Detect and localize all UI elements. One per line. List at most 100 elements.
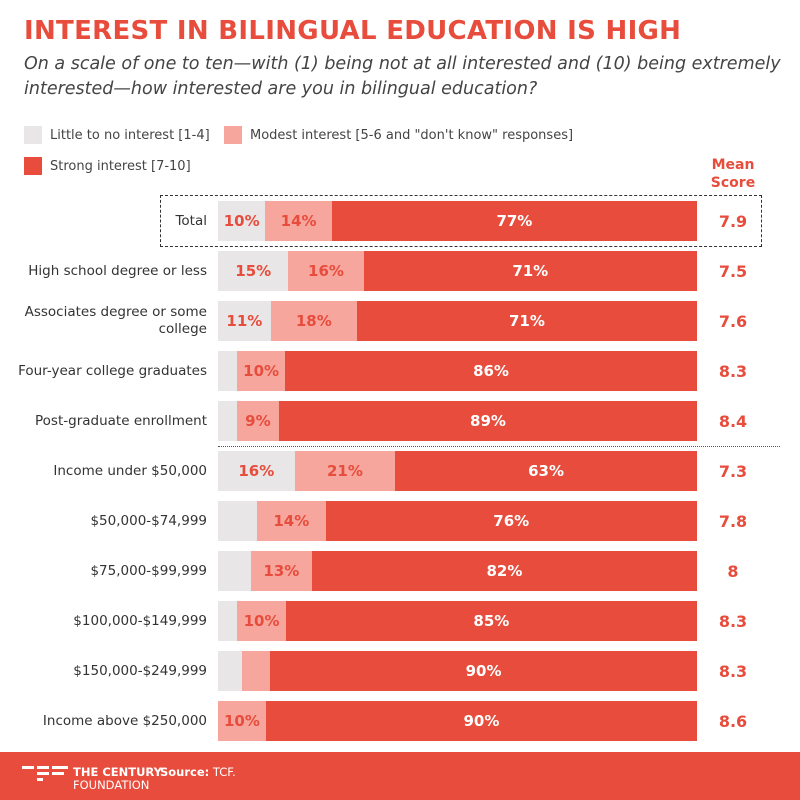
stacked-bar: 13% 82%: [218, 551, 697, 591]
stacked-bar: 15% 16% 71%: [218, 251, 697, 291]
data-label: 9%: [245, 412, 271, 430]
bar-segment: 76%: [325, 501, 697, 541]
data-label: 63%: [528, 462, 565, 480]
chart-subtitle: On a scale of one to ten—with (1) being …: [24, 54, 781, 99]
category-label: High school degree or less: [28, 262, 207, 279]
bar-row: $50,000-$74,999 14% 76% 7.8: [0, 501, 800, 541]
stacked-bar: 16% 21% 63%: [218, 451, 697, 491]
category-label: Post-graduate enrollment: [35, 412, 207, 429]
bar-segment: 16%: [288, 251, 364, 291]
bar-row: Income above $250,000 10% 90% 8.6: [0, 701, 800, 741]
bar-segment: 85%: [285, 601, 697, 641]
mean-score: 8.3: [718, 661, 748, 681]
bar-segment: 90%: [270, 651, 697, 691]
bar-segment: 90%: [265, 701, 697, 741]
category-label: Income above $250,000: [42, 712, 207, 729]
legend-swatch: [224, 126, 242, 144]
bar-segment: 10%: [237, 601, 286, 641]
bar-row: High school degree or less 15% 16% 71% 7.5: [0, 251, 800, 291]
legend-modest: Modest interest [5-6 and "don't know" re…: [224, 126, 573, 144]
section-divider: [218, 446, 780, 447]
bar-row: Total 10% 14% 77% 7.9: [0, 201, 800, 241]
bar-segment: 21%: [294, 451, 396, 491]
data-label: 14%: [273, 512, 310, 530]
stacked-bar: 10% 86%: [218, 351, 697, 391]
stacked-bar: 14% 76%: [218, 501, 697, 541]
footer: THE CENTURY FOUNDATION Source: TCF.: [0, 752, 800, 800]
bar-row: Income under $50,000 16% 21% 63% 7.3: [0, 451, 800, 491]
bar-segment: 9%: [236, 401, 280, 441]
bar-segment: 16%: [218, 451, 295, 491]
chart-title: INTEREST IN BILINGUAL EDUCATION IS HIGH: [24, 16, 682, 46]
bar-row: $100,000-$149,999 10% 85% 8.3: [0, 601, 800, 641]
total-highlight-box: [160, 195, 762, 247]
mean-score: 7.9: [718, 211, 748, 231]
century-foundation-logo: [22, 766, 68, 781]
mean-score: 7.3: [718, 461, 748, 481]
stacked-bar: 9% 89%: [218, 401, 697, 441]
legend-label: Little to no interest [1-4]: [50, 127, 210, 143]
legend-label: Strong interest [7-10]: [50, 158, 191, 174]
bar-row: $75,000-$99,999 13% 82% 8: [0, 551, 800, 591]
category-label: $75,000-$99,999: [90, 562, 207, 579]
bar-segment: 13%: [250, 551, 312, 591]
bar-segment: 63%: [395, 451, 697, 491]
data-label: 10%: [223, 712, 260, 730]
stacked-bar: 11% 18% 71%: [218, 301, 697, 341]
stacked-bar: 10% 90%: [218, 701, 697, 741]
bar-segment: 18%: [270, 301, 357, 341]
category-label: Associates degree or some college: [24, 304, 207, 337]
brand-name-2: FOUNDATION: [73, 778, 150, 792]
data-label: 82%: [486, 562, 523, 580]
bar-segment: 10%: [237, 351, 286, 391]
mean-score: 8.3: [718, 611, 748, 631]
bar-segment: [218, 651, 242, 691]
data-label: 90%: [463, 712, 500, 730]
mean-score: 8.3: [718, 361, 748, 381]
data-label: 11%: [226, 312, 263, 330]
bar-segment: [218, 501, 258, 541]
bar-segment: [218, 551, 251, 591]
mean-score: 8.6: [718, 711, 748, 731]
data-label: 16%: [308, 262, 344, 280]
legend-label: Modest interest [5-6 and "don't know" re…: [250, 127, 574, 143]
bar-segment: 15%: [218, 251, 289, 291]
bar-segment: 14%: [257, 501, 326, 541]
stacked-bar: 10% 85%: [218, 601, 697, 641]
bar-segment: [218, 401, 237, 441]
legend-swatch: [24, 157, 42, 175]
category-label: $150,000-$249,999: [73, 662, 207, 679]
source-note: Source: TCF.: [160, 765, 236, 779]
data-label: 85%: [473, 612, 510, 630]
mean-score: 8: [727, 561, 739, 581]
category-label: Total: [175, 212, 207, 229]
bar-segment: [218, 601, 238, 641]
mean-score: 7.5: [718, 261, 748, 281]
data-label: 86%: [473, 362, 509, 380]
legend-little: Little to no interest [1-4]: [24, 126, 210, 144]
data-label: 10%: [243, 362, 280, 380]
data-label: 18%: [295, 312, 332, 330]
data-label: 90%: [465, 662, 502, 680]
mean-score: 8.4: [718, 411, 748, 431]
bar-segment: 11%: [218, 301, 271, 341]
legend-swatch: [24, 126, 42, 144]
bar-row: Four-year college graduates 10% 86% 8.3: [0, 351, 800, 391]
data-label: 13%: [263, 562, 300, 580]
mean-score-header: Mean Score: [710, 157, 756, 191]
data-label: 14%: [280, 212, 317, 230]
stacked-bar: 10% 14% 77%: [218, 201, 697, 241]
bar-segment: 82%: [311, 551, 697, 591]
category-label: $50,000-$74,999: [90, 512, 207, 529]
data-label: 76%: [493, 512, 530, 530]
source-label: Source:: [160, 765, 210, 779]
mean-score: 7.8: [718, 511, 748, 531]
bar-segment: 86%: [285, 351, 697, 391]
bar-segment: 10%: [218, 701, 266, 741]
data-label: 71%: [508, 312, 545, 330]
category-label: Income under $50,000: [53, 462, 207, 479]
brand-name: THE CENTURY: [73, 765, 162, 779]
bar-segment: [241, 651, 271, 691]
bar-row: Associates degree or some college 11% 18% 7…: [0, 301, 800, 341]
category-label: $100,000-$149,999: [73, 612, 207, 629]
